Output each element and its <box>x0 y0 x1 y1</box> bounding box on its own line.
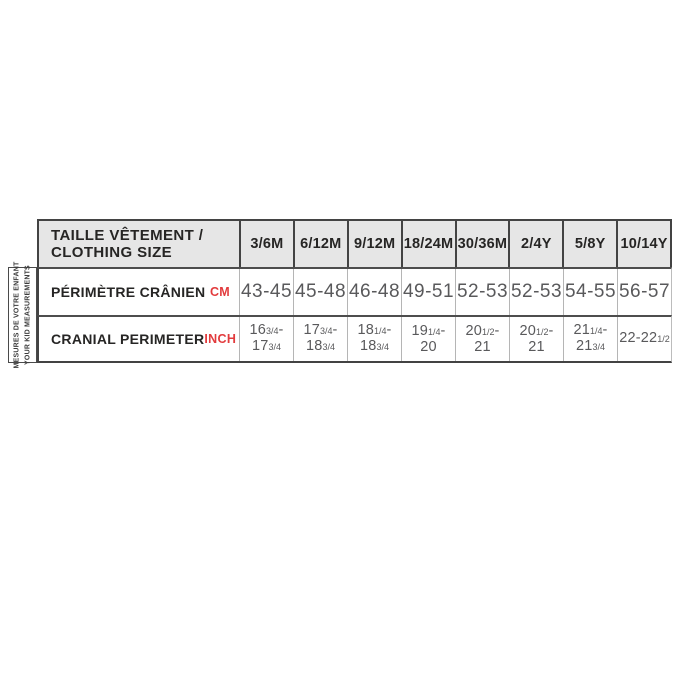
value-cell-inch-3: 191/4- 20 <box>401 317 455 361</box>
value-cell-cm-0: 43-45 <box>239 269 293 315</box>
row-group-label: MESURES DE VOTRE ENFANT YOUR KID MEASURE… <box>12 262 33 369</box>
corner-header-line2: CLOTHING SIZE <box>51 244 173 261</box>
value-cell-inch-1: 173/4- 183/4 <box>293 317 347 361</box>
value-cell-cm-1: 45-48 <box>293 269 347 315</box>
row-cm-unit: CM <box>209 285 230 299</box>
row-group-label-box: MESURES DE VOTRE ENFANT YOUR KID MEASURE… <box>8 262 37 368</box>
column-header-0: 3/6M <box>239 221 293 267</box>
column-header-1: 6/12M <box>292 221 347 267</box>
row-inch-label-cell: CRANIAL PERIMETER INCH <box>39 317 239 361</box>
value-cell-inch-7: 22-221/2 <box>617 317 671 361</box>
header-row: TAILLE VÊTEMENT / CLOTHING SIZE 3/6M 6/12… <box>37 219 672 267</box>
row-cm-label-cell: PÉRIMÈTRE CRÂNIEN CM <box>39 269 239 315</box>
column-header-5: 2/4Y <box>508 221 562 267</box>
column-header-6: 5/8Y <box>562 221 616 267</box>
row-inch-label: CRANIAL PERIMETER <box>51 331 205 347</box>
value-cell-cm-5: 52-53 <box>509 269 563 315</box>
value-cell-cm-2: 46-48 <box>347 269 401 315</box>
column-header-2: 9/12M <box>346 221 401 267</box>
corner-header-line1: TAILLE VÊTEMENT / <box>51 226 204 244</box>
row-group-label-line1: MESURES DE VOTRE ENFANT <box>13 261 20 369</box>
value-cell-inch-5: 201/2- 21 <box>509 317 563 361</box>
column-header-3: 18/24M <box>400 221 455 267</box>
corner-header-cell: TAILLE VÊTEMENT / CLOTHING SIZE <box>39 221 239 267</box>
size-table: TAILLE VÊTEMENT / CLOTHING SIZE 3/6M 6/12… <box>37 219 672 363</box>
value-cell-inch-0: 163/4- 173/4 <box>239 317 293 361</box>
value-cell-inch-2: 181/4- 183/4 <box>347 317 401 361</box>
column-header-4: 30/36M <box>454 221 509 267</box>
value-cell-inch-6: 211/4- 213/4 <box>563 317 617 361</box>
value-cell-cm-4: 52-53 <box>455 269 509 315</box>
value-cell-cm-7: 56-57 <box>617 269 671 315</box>
row-cm-label: PÉRIMÈTRE CRÂNIEN <box>51 284 206 300</box>
row-group-label-line2: YOUR KID MEASUREMENTS <box>23 265 31 365</box>
row-inch: CRANIAL PERIMETER INCH 163/4- 173/4 173/4-… <box>37 315 672 363</box>
value-cell-cm-3: 49-51 <box>401 269 455 315</box>
column-header-7: 10/14Y <box>616 221 670 267</box>
value-cell-cm-6: 54-55 <box>563 269 617 315</box>
value-cell-inch-4: 201/2- 21 <box>455 317 509 361</box>
row-cm: PÉRIMÈTRE CRÂNIEN CM 43-45 45-48 46-48 49-5… <box>37 267 672 315</box>
row-inch-unit: INCH <box>204 332 237 346</box>
